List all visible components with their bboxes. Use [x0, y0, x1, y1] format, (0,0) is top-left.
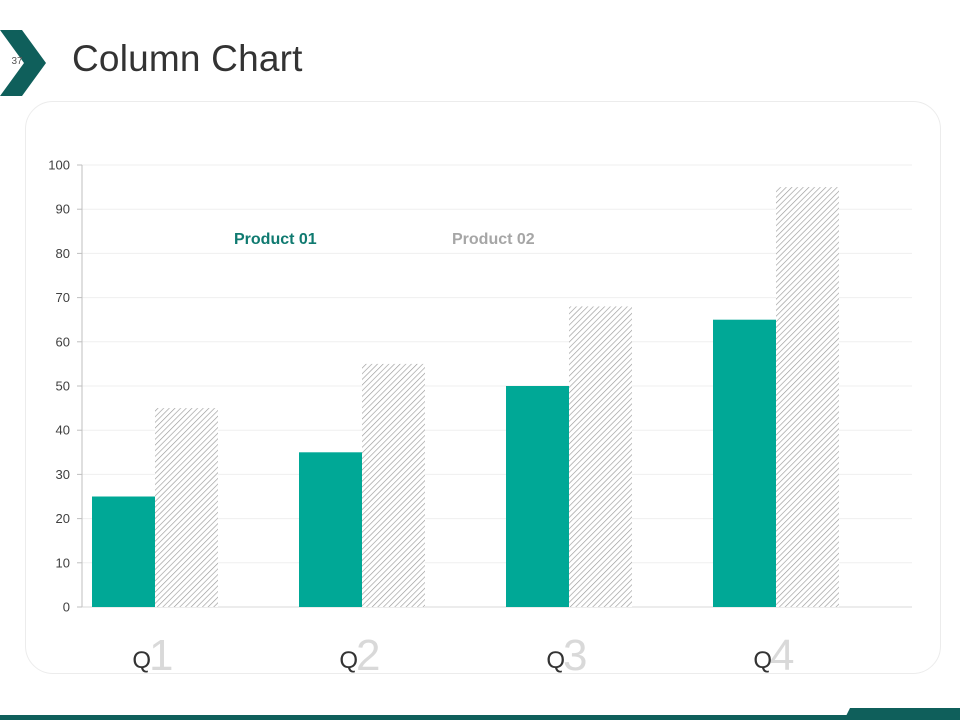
slide-number: 37	[11, 56, 23, 67]
bar-product-02-q2	[362, 363, 425, 607]
y-axis: 0 10 20 30 40 50 60 70 80 90 100	[48, 158, 83, 615]
legend: Product 01 Product 02	[234, 231, 535, 248]
y-tick-label: 60	[56, 334, 70, 349]
y-tick-label: 10	[56, 555, 70, 570]
legend-product-02: Product 02	[452, 231, 535, 248]
bar-product-02-q1	[155, 408, 218, 607]
bars	[92, 187, 839, 607]
y-tick-label: 90	[56, 202, 70, 217]
y-tick-label: 50	[56, 379, 70, 394]
y-tick-label: 80	[56, 246, 70, 261]
x-label-prefix: Q	[546, 647, 565, 674]
chevron-icon	[0, 30, 46, 96]
legend-product-01: Product 01	[234, 231, 317, 248]
y-tick-label: 100	[48, 158, 70, 173]
x-label-number: 2	[356, 631, 380, 680]
footer-bar	[0, 715, 960, 720]
y-tick-label: 0	[63, 600, 70, 615]
bar-product-02-q3	[569, 306, 632, 607]
y-tick-label: 30	[56, 467, 70, 482]
page-title: Column Chart	[72, 38, 303, 79]
y-tick-label: 40	[56, 423, 70, 438]
x-label-prefix: Q	[339, 647, 358, 674]
bar-product-01-q2	[299, 452, 362, 607]
bar-product-02-q4	[776, 187, 839, 607]
x-label-number: 4	[770, 631, 794, 680]
y-tick-label: 20	[56, 511, 70, 526]
x-label-number: 3	[563, 631, 587, 680]
footer-tab	[844, 708, 960, 720]
bar-product-01-q1	[92, 496, 155, 607]
bar-product-01-q4	[713, 319, 776, 607]
x-label-number: 1	[149, 631, 173, 680]
x-axis-labels: Q1 Q2 Q3 Q4	[132, 631, 794, 680]
x-label-prefix: Q	[132, 647, 151, 674]
y-tick-label: 70	[56, 290, 70, 305]
bar-product-01-q3	[506, 386, 569, 607]
x-label-prefix: Q	[753, 647, 772, 674]
